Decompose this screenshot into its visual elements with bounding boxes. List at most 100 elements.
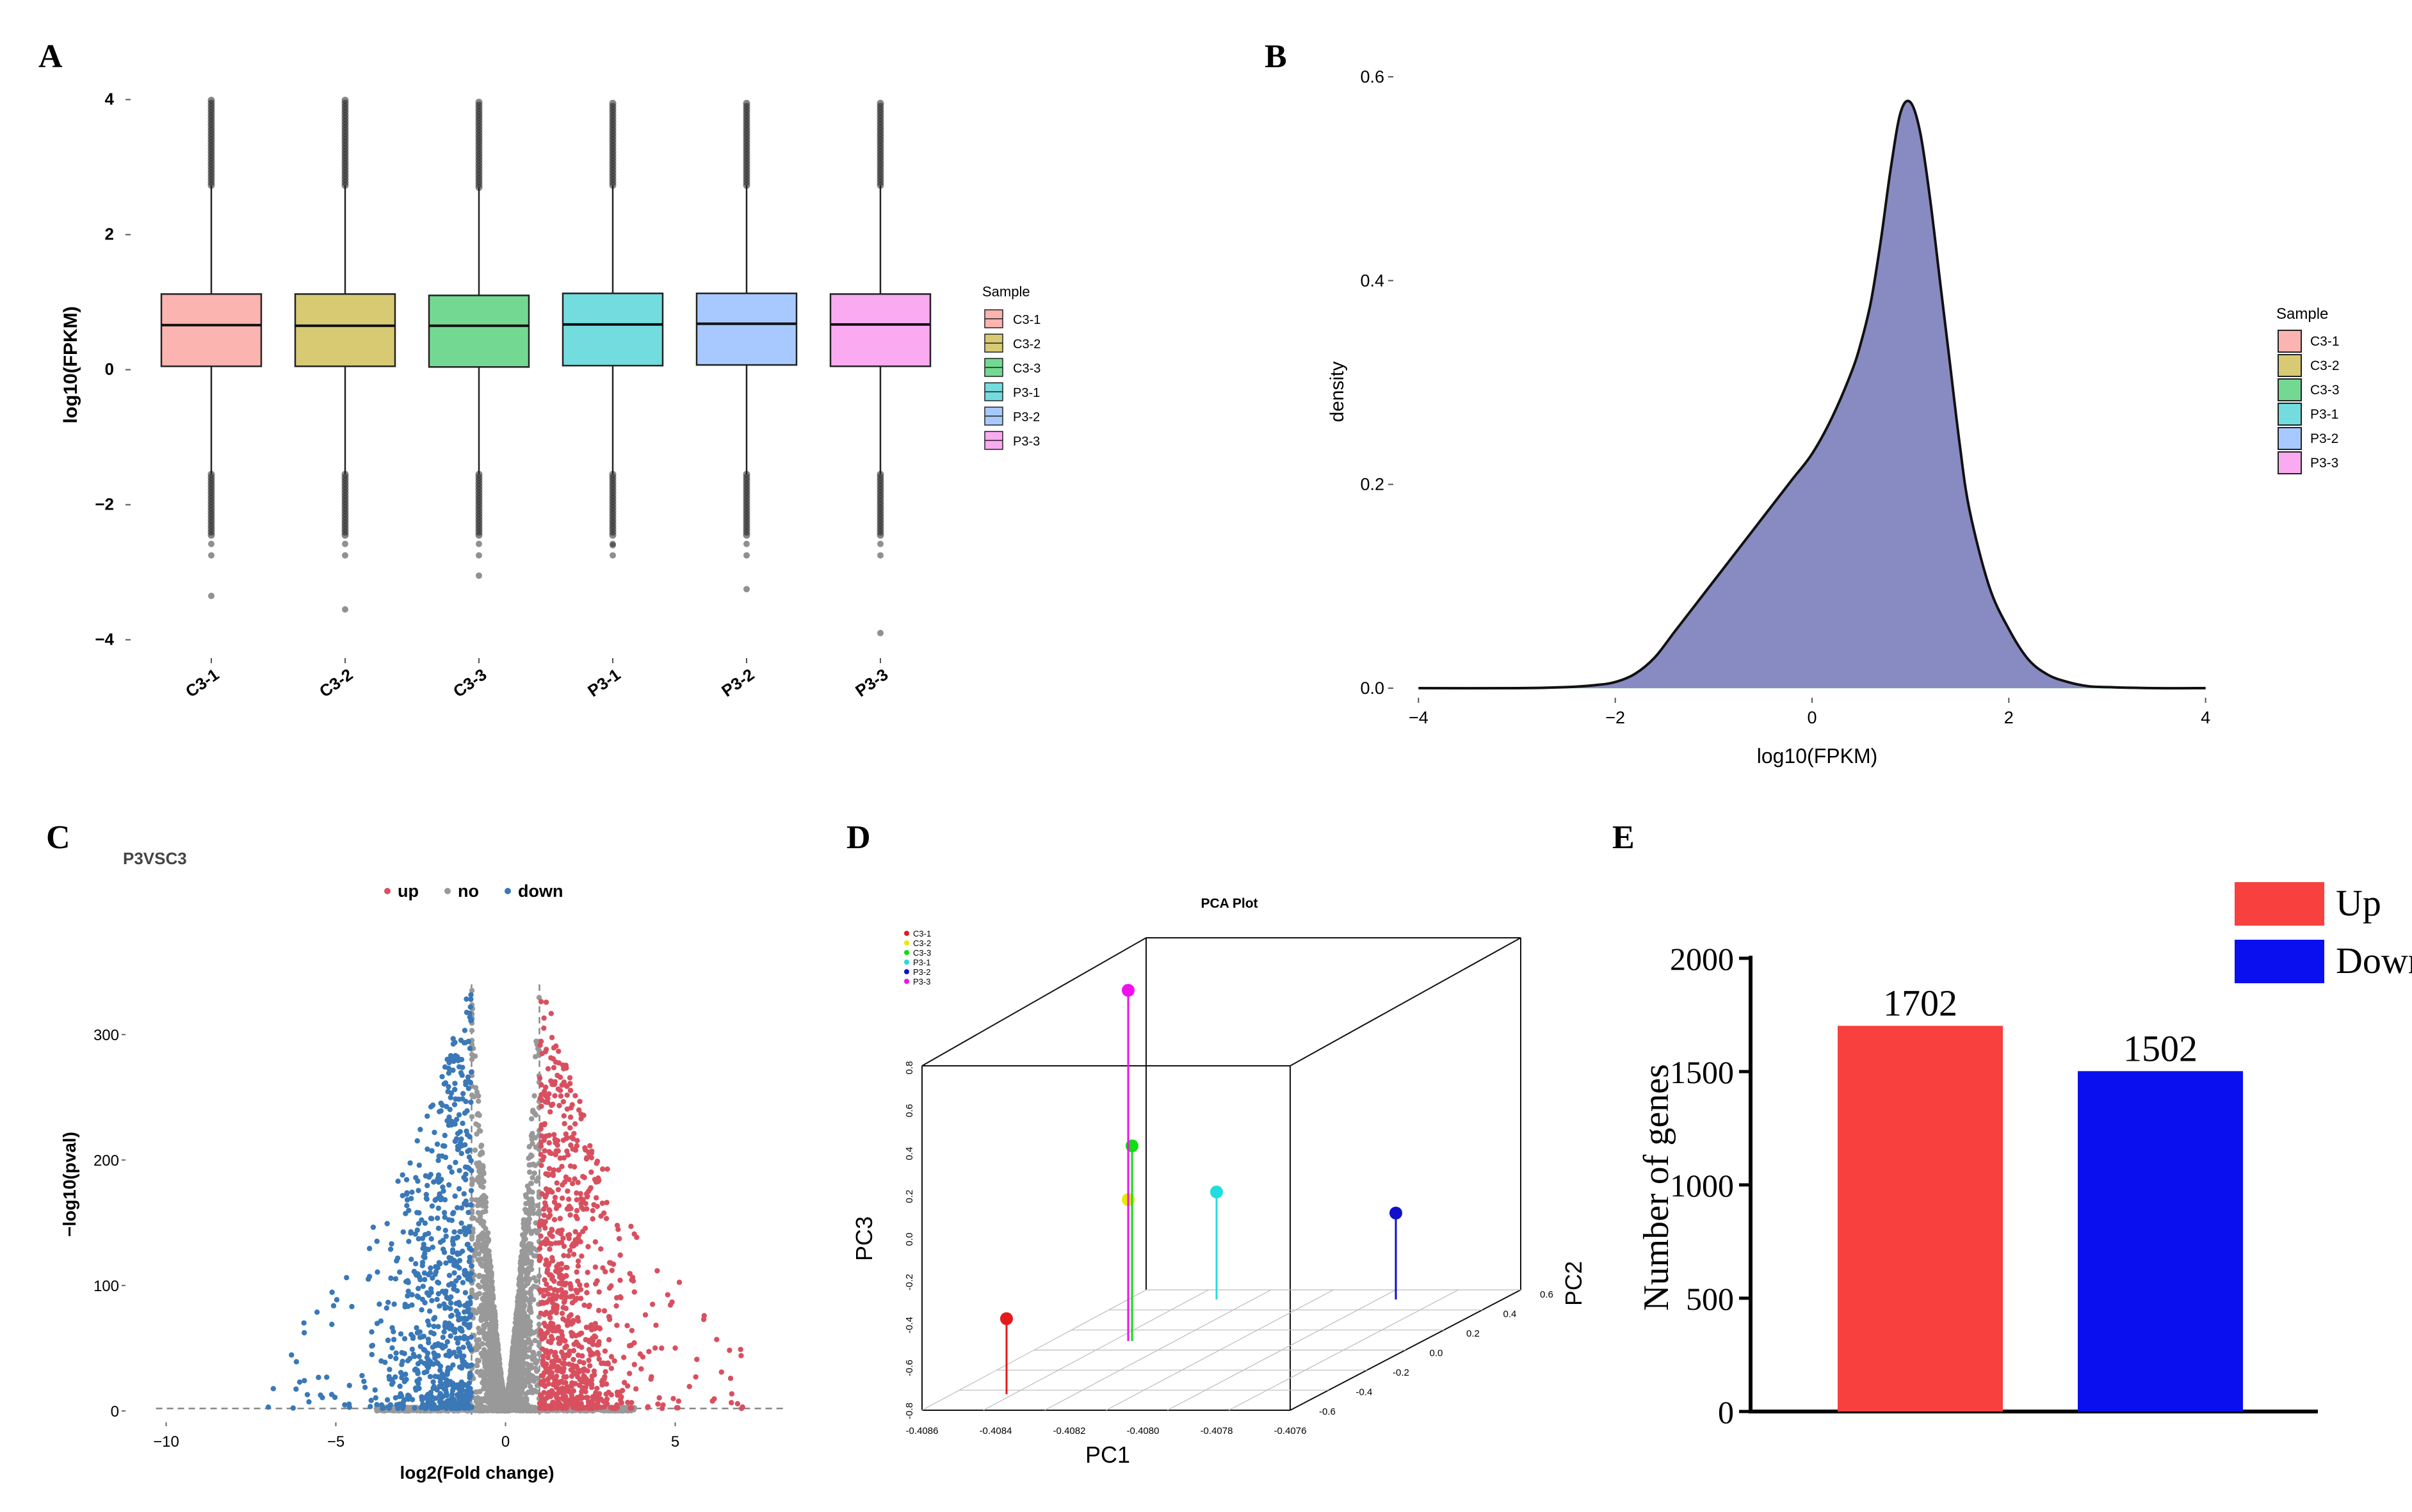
point-up <box>631 1362 637 1367</box>
point-no <box>522 1192 529 1198</box>
point-up <box>585 1244 591 1250</box>
point-no <box>526 1298 532 1303</box>
point-up <box>538 1152 544 1157</box>
outlier-point <box>476 552 482 559</box>
point-up <box>554 1180 560 1186</box>
point-no <box>480 1341 485 1347</box>
point-up <box>587 1363 593 1369</box>
point-up <box>561 1365 567 1372</box>
point-down <box>415 1178 421 1184</box>
box-body <box>695 293 798 366</box>
point-up <box>649 1374 654 1379</box>
point-up <box>629 1328 635 1333</box>
point-no <box>481 1219 487 1225</box>
point-up <box>660 1402 666 1408</box>
point-up <box>653 1323 659 1328</box>
point-down <box>397 1383 403 1389</box>
point-up <box>538 1233 544 1239</box>
point-up <box>629 1405 635 1411</box>
point-up <box>590 1394 596 1400</box>
point-up <box>567 1114 574 1120</box>
point-no <box>475 1098 482 1104</box>
point-up <box>574 1208 580 1214</box>
point-up <box>559 1082 565 1088</box>
legend-swatch <box>2278 451 2302 474</box>
point-no <box>469 1114 475 1120</box>
point-no <box>469 1092 475 1098</box>
outlier-point <box>743 540 750 547</box>
point-up <box>590 1216 595 1222</box>
point-no <box>479 1236 485 1242</box>
point-down <box>270 1386 277 1392</box>
panel-a-boxes <box>160 97 932 636</box>
legend-label: no <box>458 881 479 901</box>
point-down <box>451 1270 457 1276</box>
panel-a: A log10(FPKM) 420−2−4 C3-1 C3-2 C3-3 P3-1 P3… <box>38 38 1040 701</box>
point-up <box>541 1293 547 1299</box>
point-no <box>528 1180 535 1186</box>
panel-c-ytick-label: 100 <box>93 1278 119 1295</box>
point-no <box>536 1273 542 1279</box>
point-up <box>669 1299 675 1305</box>
point-no <box>533 1365 538 1371</box>
point-no <box>506 1383 513 1389</box>
point-up <box>540 1358 546 1363</box>
panel-a-ytick-label: −4 <box>95 629 114 648</box>
outlier-point <box>207 97 215 104</box>
point-up <box>670 1395 676 1402</box>
point-up <box>546 1311 551 1317</box>
point-up <box>564 1083 570 1090</box>
point-up <box>580 1206 587 1212</box>
point-no <box>532 1356 538 1362</box>
point-up <box>563 1062 569 1068</box>
point-up <box>564 1206 571 1212</box>
point-no <box>489 1326 495 1333</box>
point-up <box>606 1285 613 1291</box>
point-up <box>565 1152 571 1158</box>
point-no <box>510 1347 515 1354</box>
point-up <box>568 1286 574 1292</box>
point-down <box>372 1387 378 1393</box>
outlier-point <box>341 97 349 104</box>
panel-a-ytick-label: 4 <box>105 90 115 109</box>
point-no <box>473 1197 479 1203</box>
point-no <box>536 1351 542 1357</box>
point-no <box>489 1366 494 1372</box>
point-no <box>480 1274 487 1280</box>
point-no <box>475 1210 482 1216</box>
point-up <box>576 1343 582 1349</box>
panel-b-xtick-label: 2 <box>2004 708 2014 727</box>
point-up <box>581 1175 587 1180</box>
point-no <box>487 1291 493 1298</box>
point-no <box>490 1333 497 1340</box>
point-up <box>595 1307 602 1314</box>
point-up <box>559 1333 565 1339</box>
point-no <box>478 1305 483 1311</box>
panel-a-box-c3-2 <box>294 97 396 613</box>
point-up <box>566 1314 572 1320</box>
point-up <box>592 1239 599 1245</box>
point-up <box>554 1072 560 1079</box>
point-up <box>572 1121 578 1127</box>
point-up <box>547 1187 553 1193</box>
panel-c-xtick-label: 5 <box>671 1433 679 1451</box>
point-up <box>548 1150 554 1157</box>
point-no <box>485 1264 491 1270</box>
panel-a-letter: A <box>38 38 63 75</box>
point-no <box>518 1399 524 1405</box>
point-up <box>665 1292 671 1298</box>
point-no <box>475 1111 481 1116</box>
point-up <box>738 1353 744 1358</box>
point-no <box>481 1395 487 1402</box>
point-up <box>574 1197 580 1203</box>
point-up <box>546 1166 553 1171</box>
point-up <box>600 1265 606 1271</box>
legend-label: C3-1 <box>2310 334 2340 349</box>
point-no <box>526 1169 533 1175</box>
point-up <box>624 1323 630 1329</box>
point-up <box>562 1121 567 1127</box>
point-up <box>640 1354 646 1360</box>
point-no <box>482 1197 487 1203</box>
point-up <box>550 1321 556 1327</box>
outlier-point <box>743 586 750 593</box>
